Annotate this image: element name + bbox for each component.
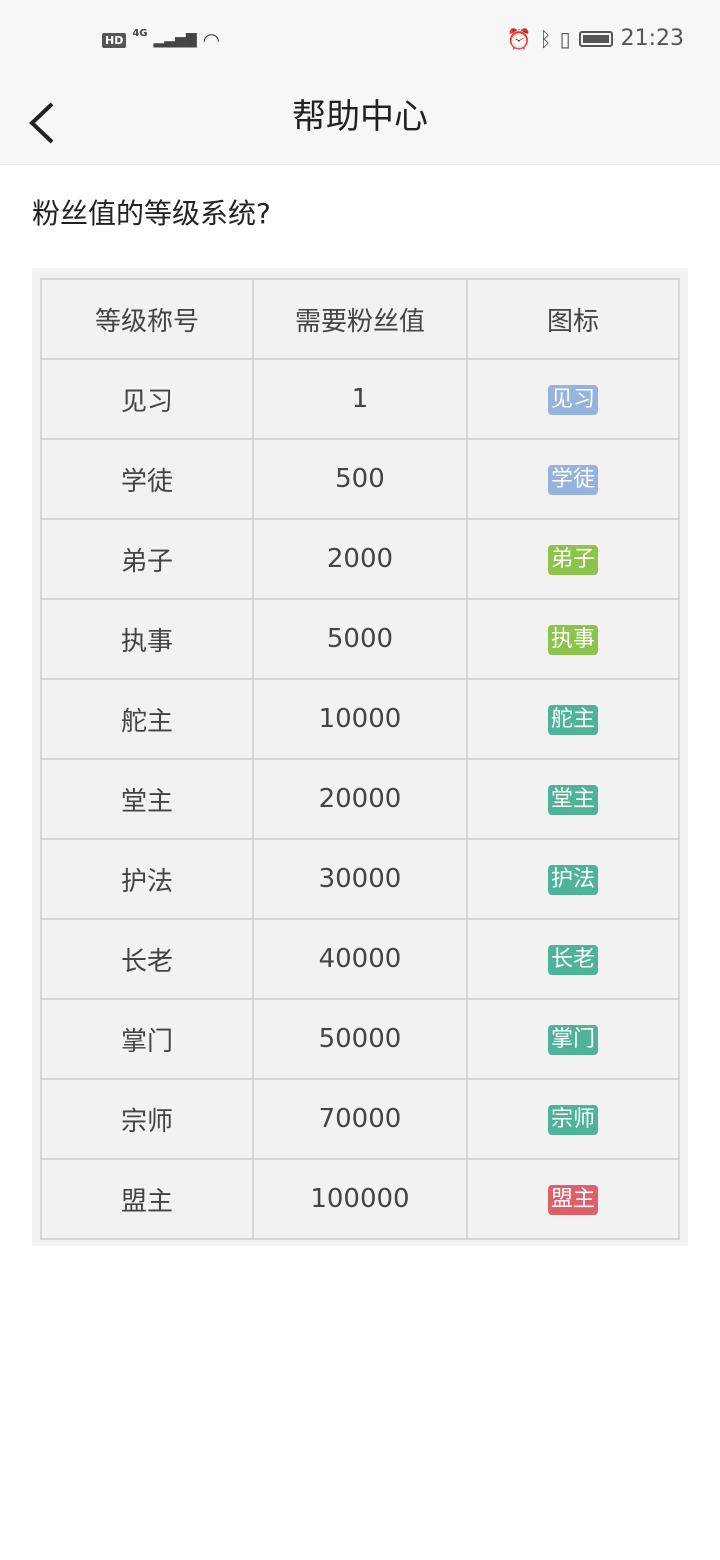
column-header: 图标 (465, 278, 681, 360)
chevron-left-icon (29, 102, 54, 144)
table-row: 宗师 70000 宗师 (40, 1078, 681, 1160)
table-row: 弟子 2000 弟子 (40, 518, 681, 600)
table-row: 长老 40000 长老 (40, 918, 681, 1000)
level-name: 堂主 (40, 758, 254, 840)
badge-cell: 见习 (465, 358, 681, 440)
fan-value: 10000 (251, 678, 468, 760)
level-badge: 见习 (547, 385, 598, 415)
table-row: 学徒 500 学徒 (40, 438, 681, 520)
fan-value: 40000 (251, 918, 468, 1000)
nav-bar: 帮助中心 (0, 84, 720, 165)
fan-value: 1 (251, 358, 468, 440)
level-badge: 学徒 (547, 465, 598, 495)
level-name: 盟主 (40, 1158, 254, 1240)
badge-cell: 弟子 (465, 518, 681, 600)
wifi-icon: ◠ (202, 28, 221, 52)
column-header: 等级称号 (40, 278, 254, 360)
table-row: 盟主 100000 盟主 (40, 1158, 681, 1240)
alarm-icon: ⏰ (506, 26, 532, 51)
badge-cell: 宗师 (465, 1078, 681, 1160)
signal-icon: ▂▃▅▇ (153, 32, 197, 48)
level-name: 宗师 (40, 1078, 254, 1160)
battery-icon (578, 30, 613, 47)
fan-value: 50000 (251, 998, 468, 1080)
fan-value: 500 (251, 438, 468, 520)
table-row: 堂主 20000 堂主 (40, 758, 681, 840)
status-time: 21:23 (620, 26, 684, 51)
level-table-container: 等级称号 需要粉丝值 图标 见习 1 见习 学徒 500 学徒 弟子 2000 弟子 执事 5000 执事… (32, 268, 688, 1246)
column-header: 需要粉丝值 (251, 278, 468, 360)
badge-cell: 舵主 (465, 678, 681, 760)
status-bar: HD 4G ▂▃▅▇ ◠ ⏰ ᛒ ▯ 21:23 (0, 0, 720, 84)
fan-value: 2000 (251, 518, 468, 600)
badge-cell: 长老 (465, 918, 681, 1000)
level-name: 护法 (40, 838, 254, 920)
level-table: 等级称号 需要粉丝值 图标 见习 1 见习 学徒 500 学徒 弟子 2000 弟子 执事 5000 执事… (40, 278, 681, 1240)
badge-cell: 执事 (465, 598, 681, 680)
level-name: 执事 (40, 598, 254, 680)
level-name: 长老 (40, 918, 254, 1000)
back-button[interactable] (22, 98, 62, 148)
level-badge: 执事 (547, 625, 598, 655)
level-badge: 长老 (547, 945, 598, 975)
level-badge: 掌门 (547, 1025, 598, 1055)
table-row: 执事 5000 执事 (40, 598, 681, 680)
fan-value: 100000 (251, 1158, 468, 1240)
level-badge: 堂主 (547, 785, 598, 815)
hd-icon: HD (102, 32, 127, 48)
page-title: 帮助中心 (292, 97, 428, 137)
fan-value: 30000 (251, 838, 468, 920)
badge-cell: 护法 (465, 838, 681, 920)
table-row: 掌门 50000 掌门 (40, 998, 681, 1080)
badge-cell: 堂主 (465, 758, 681, 840)
level-name: 弟子 (40, 518, 254, 600)
badge-cell: 掌门 (465, 998, 681, 1080)
bluetooth-icon: ᛒ (539, 26, 552, 51)
question-heading: 粉丝值的等级系统? (32, 197, 271, 230)
table-row: 护法 30000 护法 (40, 838, 681, 920)
level-badge: 舵主 (547, 705, 598, 735)
level-name: 掌门 (40, 998, 254, 1080)
level-badge: 弟子 (547, 545, 598, 575)
level-name: 见习 (40, 358, 254, 440)
table-row: 舵主 10000 舵主 (40, 678, 681, 760)
badge-cell: 学徒 (465, 438, 681, 520)
badge-cell: 盟主 (465, 1158, 681, 1240)
level-name: 舵主 (40, 678, 254, 760)
level-badge: 盟主 (547, 1185, 598, 1215)
fan-value: 5000 (251, 598, 468, 680)
fan-value: 20000 (251, 758, 468, 840)
network-type: 4G (132, 28, 148, 39)
vibrate-icon: ▯ (559, 26, 571, 51)
level-badge: 护法 (547, 865, 598, 895)
table-row: 见习 1 见习 (40, 358, 681, 440)
fan-value: 70000 (251, 1078, 468, 1160)
level-badge: 宗师 (547, 1105, 598, 1135)
level-name: 学徒 (40, 438, 254, 520)
